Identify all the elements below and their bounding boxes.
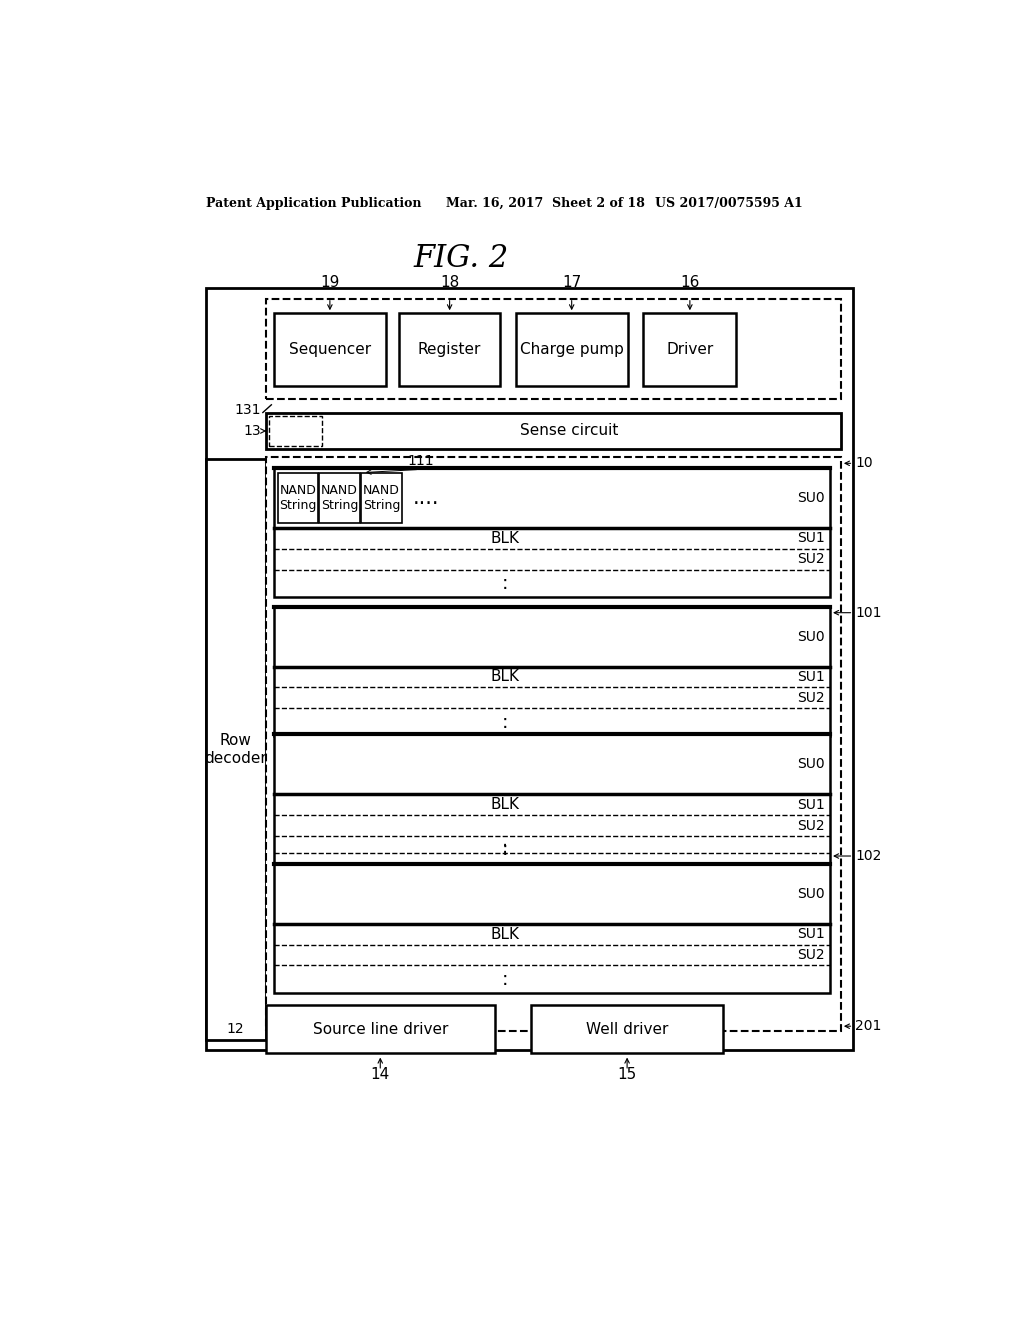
Text: 102: 102 [855, 849, 882, 863]
Text: :: : [503, 838, 509, 857]
Bar [273, 734, 830, 863]
Bar [361, 473, 401, 524]
Text: ....: .... [414, 488, 439, 508]
Text: 14: 14 [371, 1067, 390, 1082]
Text: 17: 17 [562, 275, 582, 290]
Text: Charge pump: Charge pump [520, 342, 624, 358]
Text: Sense circuit: Sense circuit [520, 424, 618, 438]
Text: BLK: BLK [490, 531, 520, 546]
Text: US 2017/0075595 A1: US 2017/0075595 A1 [655, 197, 803, 210]
Text: Mar. 16, 2017  Sheet 2 of 18: Mar. 16, 2017 Sheet 2 of 18 [445, 197, 645, 210]
Bar [319, 473, 359, 524]
Bar [266, 412, 841, 449]
Text: Row
decoder: Row decoder [205, 733, 267, 766]
Bar [266, 457, 841, 1031]
Text: 12: 12 [226, 1022, 244, 1036]
Text: NAND
String: NAND String [362, 484, 400, 512]
Text: :: : [502, 970, 509, 989]
Text: BLK: BLK [490, 797, 520, 812]
Text: SU0: SU0 [797, 630, 824, 644]
Text: :: : [502, 574, 509, 593]
Bar [273, 863, 830, 993]
Text: SU2: SU2 [797, 552, 824, 566]
Text: 13: 13 [244, 424, 261, 438]
Bar [278, 473, 317, 524]
Text: Well driver: Well driver [586, 1022, 669, 1036]
Text: SU0: SU0 [797, 758, 824, 771]
Bar [273, 469, 830, 598]
Text: 18: 18 [440, 275, 459, 290]
Text: 201: 201 [855, 1019, 882, 1034]
Text: BLK: BLK [490, 669, 520, 685]
Text: 131: 131 [234, 403, 261, 417]
Text: Driver: Driver [667, 342, 714, 358]
Text: 16: 16 [680, 275, 699, 290]
Text: Source line driver: Source line driver [312, 1022, 447, 1036]
Text: NAND
String: NAND String [321, 484, 358, 512]
Text: SU2: SU2 [797, 948, 824, 962]
Text: Sequencer: Sequencer [289, 342, 371, 358]
Text: SU1: SU1 [797, 797, 824, 812]
Text: :: : [502, 713, 509, 731]
Text: SU0: SU0 [797, 491, 824, 506]
Bar [643, 313, 736, 387]
Text: 15: 15 [617, 1067, 637, 1082]
Text: SU2: SU2 [797, 690, 824, 705]
Text: BLK: BLK [490, 927, 520, 941]
Bar [206, 459, 266, 1040]
Bar [399, 313, 500, 387]
Bar [515, 313, 628, 387]
Bar [273, 607, 830, 737]
Text: 101: 101 [855, 606, 882, 619]
Bar [266, 300, 841, 400]
Text: SU1: SU1 [797, 927, 824, 941]
Text: FIG. 2: FIG. 2 [414, 243, 509, 275]
Text: 10: 10 [855, 457, 872, 470]
Bar [269, 416, 322, 446]
Bar [206, 288, 853, 1051]
Text: SU2: SU2 [797, 818, 824, 833]
Text: 19: 19 [321, 275, 340, 290]
Text: SU1: SU1 [797, 532, 824, 545]
Bar [266, 1006, 495, 1053]
Text: SU1: SU1 [797, 671, 824, 684]
Bar [273, 313, 386, 387]
Text: :: : [502, 841, 509, 859]
Text: NAND
String: NAND String [279, 484, 316, 512]
Text: 111: 111 [408, 454, 434, 469]
Text: Register: Register [418, 342, 481, 358]
Bar [531, 1006, 723, 1053]
Text: Patent Application Publication: Patent Application Publication [206, 197, 421, 210]
Text: SU0: SU0 [797, 887, 824, 900]
